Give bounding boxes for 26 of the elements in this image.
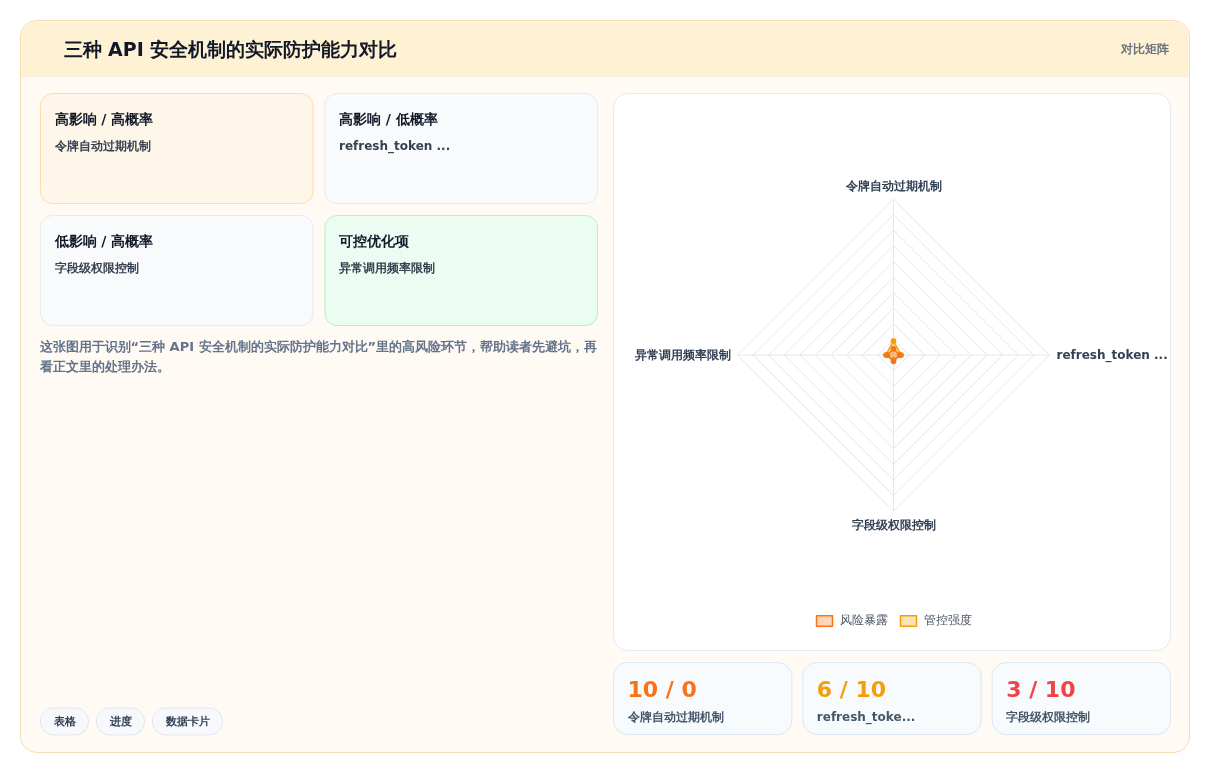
chart-subtitle: 对比矩阵	[1119, 41, 1169, 56]
legend-label: 管控强度	[924, 612, 972, 629]
text: 字段级权限控制	[54, 260, 139, 275]
text: 6 / 10	[816, 677, 887, 702]
spoke-label: refresh_token ...	[1056, 348, 1168, 364]
spoke-label: 异常调用频率限制	[633, 348, 731, 363]
text: 3 / 10	[1006, 677, 1076, 702]
spoke-label: 字段级权限控制	[851, 517, 936, 532]
text: 进度	[108, 715, 132, 728]
text: 数据卡片	[164, 715, 210, 728]
category-label: 可控优化项	[338, 232, 410, 249]
spoke-label: 令牌自动过期机制	[844, 178, 942, 193]
text: 异常调用频率限制	[338, 260, 435, 275]
text: refresh_token ...	[339, 138, 451, 154]
category-label: 字段级权限控制	[1006, 709, 1091, 724]
text: 令牌自动过期机制	[53, 138, 151, 153]
category-label: refresh_toke...	[816, 709, 916, 725]
text: 10 / 0	[627, 677, 697, 702]
category-label: 令牌自动过期机制	[626, 709, 724, 724]
category-label: 高影响 / 高概率	[54, 110, 154, 127]
text: 这张图用于识别“三种 API 安全机制的实际防护能力对比”里的高风险环节，帮助读者先避坑，再看正文里的处理办法。	[38, 339, 598, 374]
text: 表格	[52, 715, 77, 728]
category-label: 高影响 / 低概率	[339, 110, 438, 127]
category-label: 低影响 / 高概率	[53, 232, 154, 249]
legend-label: 风险暴露	[840, 612, 888, 629]
text: 三种 API 安全机制的实际防护能力对比	[63, 37, 398, 60]
